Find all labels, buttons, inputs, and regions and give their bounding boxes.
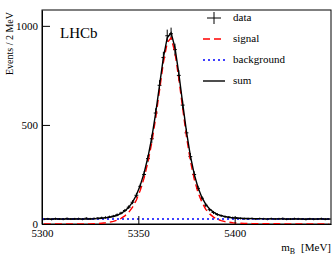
y-tick-mark [42, 125, 50, 126]
legend-label: data [233, 11, 251, 23]
y-tick-mark [42, 224, 50, 225]
x-axis-title: mB[MeV] [281, 241, 331, 255]
legend-item: sum [203, 74, 252, 86]
legend-item: signal [203, 32, 259, 44]
x-axis: 530053505400 [32, 216, 332, 239]
x-tick-mark [138, 216, 139, 224]
x-tick-label: 5400 [224, 227, 247, 239]
y-tick: 0 [33, 218, 51, 230]
plot-area [42, 28, 331, 224]
legend-label: signal [233, 32, 259, 44]
legend-label: sum [233, 74, 252, 86]
x-tick: 5400 [224, 216, 247, 239]
y-tick: 1000 [16, 20, 50, 32]
legend-item: data [207, 11, 251, 24]
y-tick-label: 0 [33, 218, 39, 230]
y-axis: 0 500 1000 [16, 11, 50, 231]
y-tick-mark [42, 26, 50, 27]
legend: data signal background sum [203, 11, 285, 86]
legend-item: background [203, 53, 285, 65]
legend-swatch [214, 12, 215, 24]
annotation: LHCb [60, 25, 98, 41]
legend-swatch [203, 59, 225, 60]
plot-frame [42, 10, 331, 224]
x-tick: 5350 [128, 216, 151, 239]
x-tick-mark [235, 216, 236, 224]
y-tick-label: 500 [22, 119, 39, 131]
x-axis-title-subscript: B [290, 247, 295, 255]
sum-line [44, 33, 329, 219]
legend-swatch [203, 38, 225, 39]
x-tick-label: 5350 [128, 227, 151, 239]
chart: 53005350540005001000Events / 2 MeVmB[MeV… [0, 0, 335, 255]
x-axis-line [43, 224, 332, 225]
y-tick-label: 1000 [16, 20, 39, 32]
legend-swatch [203, 80, 225, 81]
x-axis-title-unit: [MeV] [301, 241, 331, 253]
y-axis-line [42, 11, 43, 225]
y-axis-title: Events / 2 MeV [4, 11, 15, 75]
y-tick: 500 [22, 119, 51, 131]
legend-label: background [233, 53, 285, 65]
